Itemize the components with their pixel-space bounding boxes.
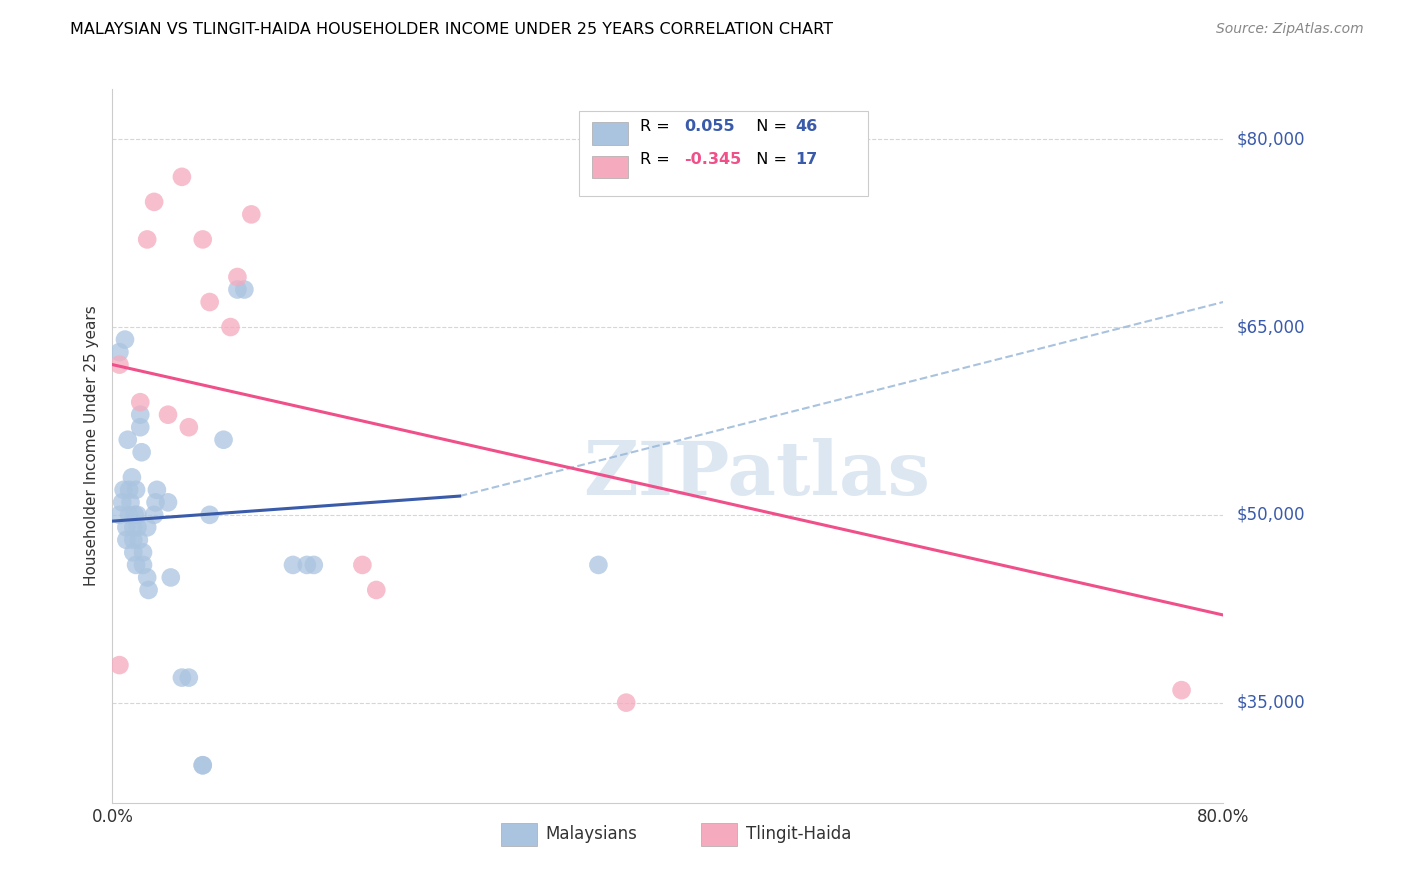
Point [295, 558, 318, 572]
Point [145, 495, 167, 509]
Point [108, 658, 131, 673]
Text: $65,000: $65,000 [1237, 318, 1306, 336]
Point [114, 333, 136, 347]
Point [125, 558, 148, 572]
Point [120, 495, 142, 509]
Point [108, 508, 131, 522]
Point [614, 696, 637, 710]
Point [118, 508, 141, 522]
Point [157, 408, 180, 422]
Point [191, 758, 214, 772]
Point [136, 570, 159, 584]
Point [127, 508, 149, 522]
Point [115, 533, 138, 547]
Point [138, 582, 160, 597]
Point [143, 194, 166, 209]
Point [118, 483, 141, 497]
Point [117, 433, 139, 447]
Point [122, 545, 145, 559]
Point [129, 395, 152, 409]
Point [122, 520, 145, 534]
Point [170, 671, 193, 685]
FancyBboxPatch shape [592, 122, 628, 145]
Text: -0.345: -0.345 [685, 152, 742, 167]
Point [177, 420, 200, 434]
Point [108, 358, 131, 372]
Text: Tlingit-Haida: Tlingit-Haida [745, 825, 851, 843]
Point [170, 169, 193, 184]
Text: 46: 46 [796, 119, 818, 134]
Point [233, 283, 256, 297]
Point [281, 558, 304, 572]
Text: Source: ZipAtlas.com: Source: ZipAtlas.com [1216, 22, 1364, 37]
FancyBboxPatch shape [592, 155, 628, 178]
Text: Malaysians: Malaysians [546, 825, 637, 843]
Point [132, 558, 155, 572]
Point [129, 420, 152, 434]
Point [146, 483, 169, 497]
Point [136, 232, 159, 246]
Point [240, 207, 263, 221]
Text: MALAYSIAN VS TLINGIT-HAIDA HOUSEHOLDER INCOME UNDER 25 YEARS CORRELATION CHART: MALAYSIAN VS TLINGIT-HAIDA HOUSEHOLDER I… [70, 22, 834, 37]
Text: 17: 17 [796, 152, 818, 167]
Point [302, 558, 325, 572]
Point [112, 483, 135, 497]
Text: $35,000: $35,000 [1237, 694, 1306, 712]
Point [1170, 683, 1192, 698]
Point [588, 558, 610, 572]
Point [131, 445, 153, 459]
Point [226, 283, 249, 297]
Point [128, 533, 150, 547]
Text: ZIPatlas: ZIPatlas [583, 438, 931, 511]
Y-axis label: Householder Income Under 25 years: Householder Income Under 25 years [84, 306, 100, 586]
Point [159, 570, 181, 584]
Point [108, 345, 131, 359]
Point [191, 232, 214, 246]
Point [226, 270, 249, 285]
Point [127, 520, 149, 534]
FancyBboxPatch shape [579, 111, 868, 196]
Point [136, 520, 159, 534]
Point [143, 508, 166, 522]
Point [157, 495, 180, 509]
Text: $80,000: $80,000 [1237, 130, 1306, 148]
Text: R =: R = [640, 119, 675, 134]
Point [198, 295, 221, 310]
Point [219, 320, 242, 334]
Point [352, 558, 374, 572]
FancyBboxPatch shape [501, 822, 537, 846]
Point [191, 758, 214, 772]
Point [121, 470, 143, 484]
Text: 0.055: 0.055 [685, 119, 735, 134]
Point [198, 508, 221, 522]
Text: R =: R = [640, 152, 675, 167]
Point [129, 408, 152, 422]
Point [177, 671, 200, 685]
FancyBboxPatch shape [702, 822, 737, 846]
Point [122, 533, 145, 547]
Point [124, 508, 146, 522]
Text: N =: N = [745, 119, 792, 134]
Point [115, 520, 138, 534]
Text: $50,000: $50,000 [1237, 506, 1306, 524]
Point [111, 495, 134, 509]
Point [132, 545, 155, 559]
Point [366, 582, 388, 597]
Point [212, 433, 235, 447]
Point [125, 483, 148, 497]
Text: N =: N = [745, 152, 792, 167]
